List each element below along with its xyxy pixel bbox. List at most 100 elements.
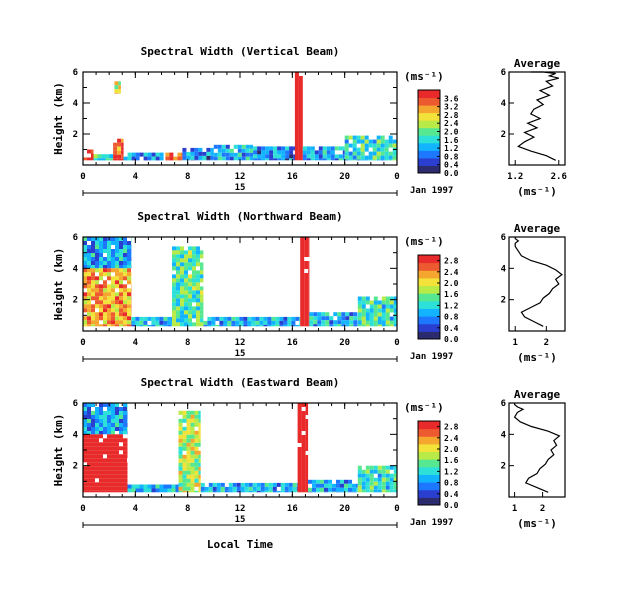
heatmap-cell (186, 482, 191, 487)
heatmap-cell (320, 483, 324, 488)
heatmap-cell (388, 143, 393, 148)
heatmap-cell (308, 487, 312, 492)
heatmap-cell (297, 471, 302, 475)
heatmap-cell (352, 155, 357, 160)
heatmap-cell (99, 268, 103, 273)
heatmap-cell (243, 324, 248, 327)
colorbar-segment (418, 274, 440, 279)
heatmap-cell (91, 261, 95, 265)
heatmap-cell (123, 268, 127, 273)
heatmap-cell (301, 483, 306, 487)
heatmap-cell (225, 144, 230, 149)
heatmap-cell (188, 246, 192, 251)
heatmap-cell (301, 443, 306, 447)
heatmap-cell (87, 474, 91, 479)
heatmap-cell (203, 320, 208, 325)
heatmap-cell (121, 150, 124, 155)
heatmap-cell (352, 491, 356, 493)
heatmap-cell (83, 427, 87, 431)
colorbar-segment (418, 470, 440, 475)
heatmap-cell (233, 152, 238, 157)
heatmap-cell (305, 423, 309, 427)
heatmap-cell (194, 450, 199, 455)
heatmap-cell (298, 76, 303, 80)
heatmap-cell (184, 270, 188, 275)
heatmap-cell (304, 313, 309, 317)
x-tick-label: 12 (235, 338, 246, 348)
colorbar-segment (418, 451, 440, 456)
heatmap-cell (123, 478, 127, 483)
heatmap-cell (107, 478, 111, 483)
heatmap-cell (308, 281, 310, 285)
heatmap-cell (297, 487, 302, 491)
heatmap-cell (301, 451, 306, 455)
heatmap-cell (111, 249, 115, 253)
heatmap-cell (200, 278, 204, 283)
colorbar-segment (418, 116, 440, 121)
heatmap-cell (289, 146, 294, 151)
heatmap-cell (123, 407, 127, 411)
heatmap-cell (361, 308, 366, 313)
heatmap-cell (373, 465, 378, 470)
heatmap-cell (83, 434, 87, 439)
colorbar-tick-label: 0.0 (444, 169, 459, 178)
heatmap-cell (294, 108, 299, 112)
heatmap-cell (184, 310, 188, 315)
heatmap-cell (87, 276, 91, 281)
heatmap-cell (178, 470, 183, 475)
heatmap-cell (127, 156, 132, 161)
heatmap-cell (233, 156, 238, 161)
heatmap-cell (91, 241, 95, 245)
heatmap-cell (155, 488, 160, 493)
heatmap-cell (357, 469, 362, 474)
heatmap-cell (91, 153, 94, 158)
heatmap-cell (301, 479, 306, 483)
heatmap-cell (198, 454, 201, 459)
heatmap-cell (127, 484, 132, 489)
heatmap-cell (169, 156, 174, 161)
heatmap-cell (196, 278, 200, 283)
heatmap-cell (298, 116, 303, 120)
heatmap-cell (194, 474, 199, 479)
heatmap-cell (178, 450, 183, 455)
heatmap-cell (121, 158, 124, 161)
heatmap-cell (200, 266, 204, 271)
heatmap-cell (123, 431, 127, 435)
heatmap-cell (292, 486, 297, 491)
profile-x-tick-label: 1 (513, 338, 518, 348)
heatmap-cell (256, 482, 261, 487)
heatmap-cell (111, 442, 115, 447)
heatmap-cell (87, 292, 91, 297)
heatmap-cell (135, 156, 140, 161)
heatmap-cell (103, 296, 107, 301)
heatmap-cell (321, 324, 326, 327)
heatmap-cell (269, 146, 274, 151)
heatmap-cell (297, 411, 302, 415)
heatmap-cell (159, 320, 164, 325)
heatmap-cell (326, 146, 331, 151)
heatmap-cell (107, 292, 111, 297)
heatmap-cell (184, 322, 188, 327)
heatmap-cell (99, 478, 103, 483)
heatmap-cell (95, 450, 99, 455)
heatmap-cell (176, 294, 180, 299)
heatmap-cell (377, 485, 382, 490)
heatmap-cell (119, 474, 123, 479)
heatmap-cell (123, 474, 127, 479)
heatmap-cell (385, 312, 390, 317)
x-tick-label: 16 (287, 172, 298, 182)
heatmap-cell (95, 470, 99, 475)
heatmap-cell (115, 442, 119, 447)
heatmap-cell (103, 427, 107, 431)
heatmap-cell (99, 458, 103, 463)
heatmap-cell (143, 324, 148, 327)
heatmap-cell (194, 155, 199, 160)
heatmap-cell (147, 324, 152, 327)
heatmap-cell (369, 304, 374, 309)
heatmap-cell (87, 320, 91, 325)
heatmap-cell (83, 276, 87, 281)
heatmap-cell (308, 245, 310, 249)
heatmap-cell (127, 268, 131, 273)
heatmap-cell (184, 282, 188, 287)
heatmap-cell (192, 266, 196, 271)
